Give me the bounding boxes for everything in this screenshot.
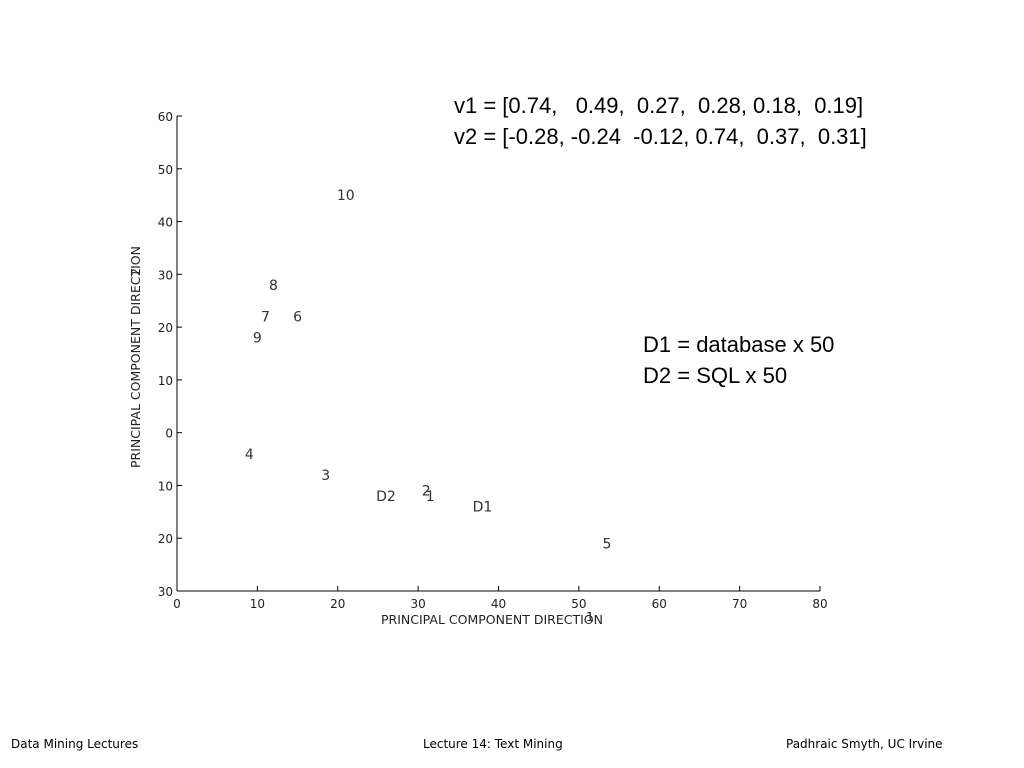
x-tick-label: 20: [330, 597, 345, 611]
y-tick-label: 30: [158, 268, 173, 282]
x-axis-label: PRINCIPAL COMPONENT DIRECTION: [381, 612, 603, 627]
chart-ticks: 0 10 20 30 40 50 60 70 80 60 50 40 30 20 10 0 10 20 30: [158, 110, 828, 611]
point-label-2: 2: [422, 484, 431, 500]
y-tick-label: 30: [158, 585, 173, 599]
y-tick-label: 60: [158, 110, 173, 124]
x-tick-label: 60: [652, 597, 667, 611]
point-label-4: 4: [245, 447, 254, 463]
v1-vector-text: v1 = [0.74, 0.49, 0.27, 0.28, 0.18, 0.19…: [454, 93, 864, 118]
point-label-d2: D2: [376, 489, 396, 505]
point-label-5: 5: [603, 537, 612, 553]
point-label-3: 3: [321, 468, 330, 484]
point-label-7: 7: [261, 310, 270, 326]
x-tick-label: 30: [410, 597, 425, 611]
point-label-1: 1: [426, 489, 435, 505]
footer-course-title: Data Mining Lectures: [11, 737, 139, 751]
d1-definition-text: D1 = database x 50: [643, 332, 835, 357]
y-tick-label: 10: [158, 374, 173, 388]
point-label-6: 6: [293, 310, 302, 326]
point-label-8: 8: [269, 278, 278, 294]
y-tick-label: 10: [158, 479, 173, 493]
point-label-10: 10: [337, 188, 355, 204]
x-tick-label: 10: [250, 597, 265, 611]
y-tick-label: 20: [158, 532, 173, 546]
point-label-9: 9: [253, 331, 262, 347]
x-axis-label-suffix: 1: [586, 609, 594, 624]
x-tick-label: 50: [571, 597, 586, 611]
x-tick-label: 80: [812, 597, 827, 611]
footer-lecture-title: Lecture 14: Text Mining: [423, 737, 563, 751]
y-tick-label: 40: [158, 216, 173, 230]
footer-author: Padhraic Smyth, UC Irvine: [786, 737, 943, 751]
x-tick-label: 70: [732, 597, 747, 611]
y-axis-label-suffix: 2: [128, 268, 143, 276]
x-tick-label: 0: [173, 597, 181, 611]
y-tick-label: 20: [158, 321, 173, 335]
v2-vector-text: v2 = [-0.28, -0.24 -0.12, 0.74, 0.37, 0.…: [454, 124, 867, 149]
y-axis-label: PRINCIPAL COMPONENT DIRECTION: [128, 246, 143, 468]
y-tick-label: 0: [165, 427, 173, 441]
d2-definition-text: D2 = SQL x 50: [643, 363, 788, 388]
chart-points: 10 8 7 6 9 4 3 D2 21 D1 5: [245, 188, 612, 552]
y-tick-label: 50: [158, 163, 173, 177]
x-tick-label: 40: [491, 597, 506, 611]
point-label-d1: D1: [473, 500, 493, 516]
chart-axis-labels: PRINCIPAL COMPONENT DIRECTION1PRINCIPAL …: [128, 246, 603, 627]
